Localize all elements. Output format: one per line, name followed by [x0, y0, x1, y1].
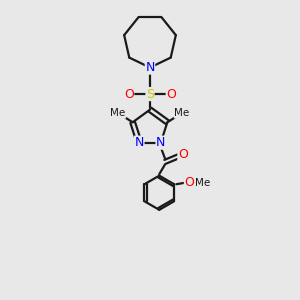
Text: S: S — [146, 88, 154, 100]
Text: N: N — [135, 136, 144, 149]
Text: Me: Me — [195, 178, 210, 188]
Text: N: N — [156, 136, 165, 149]
Text: O: O — [178, 148, 188, 161]
Text: O: O — [166, 88, 176, 100]
Text: Me: Me — [110, 108, 126, 118]
Text: Me: Me — [174, 108, 190, 118]
Text: O: O — [184, 176, 194, 189]
Text: O: O — [124, 88, 134, 100]
Text: N: N — [145, 61, 155, 74]
